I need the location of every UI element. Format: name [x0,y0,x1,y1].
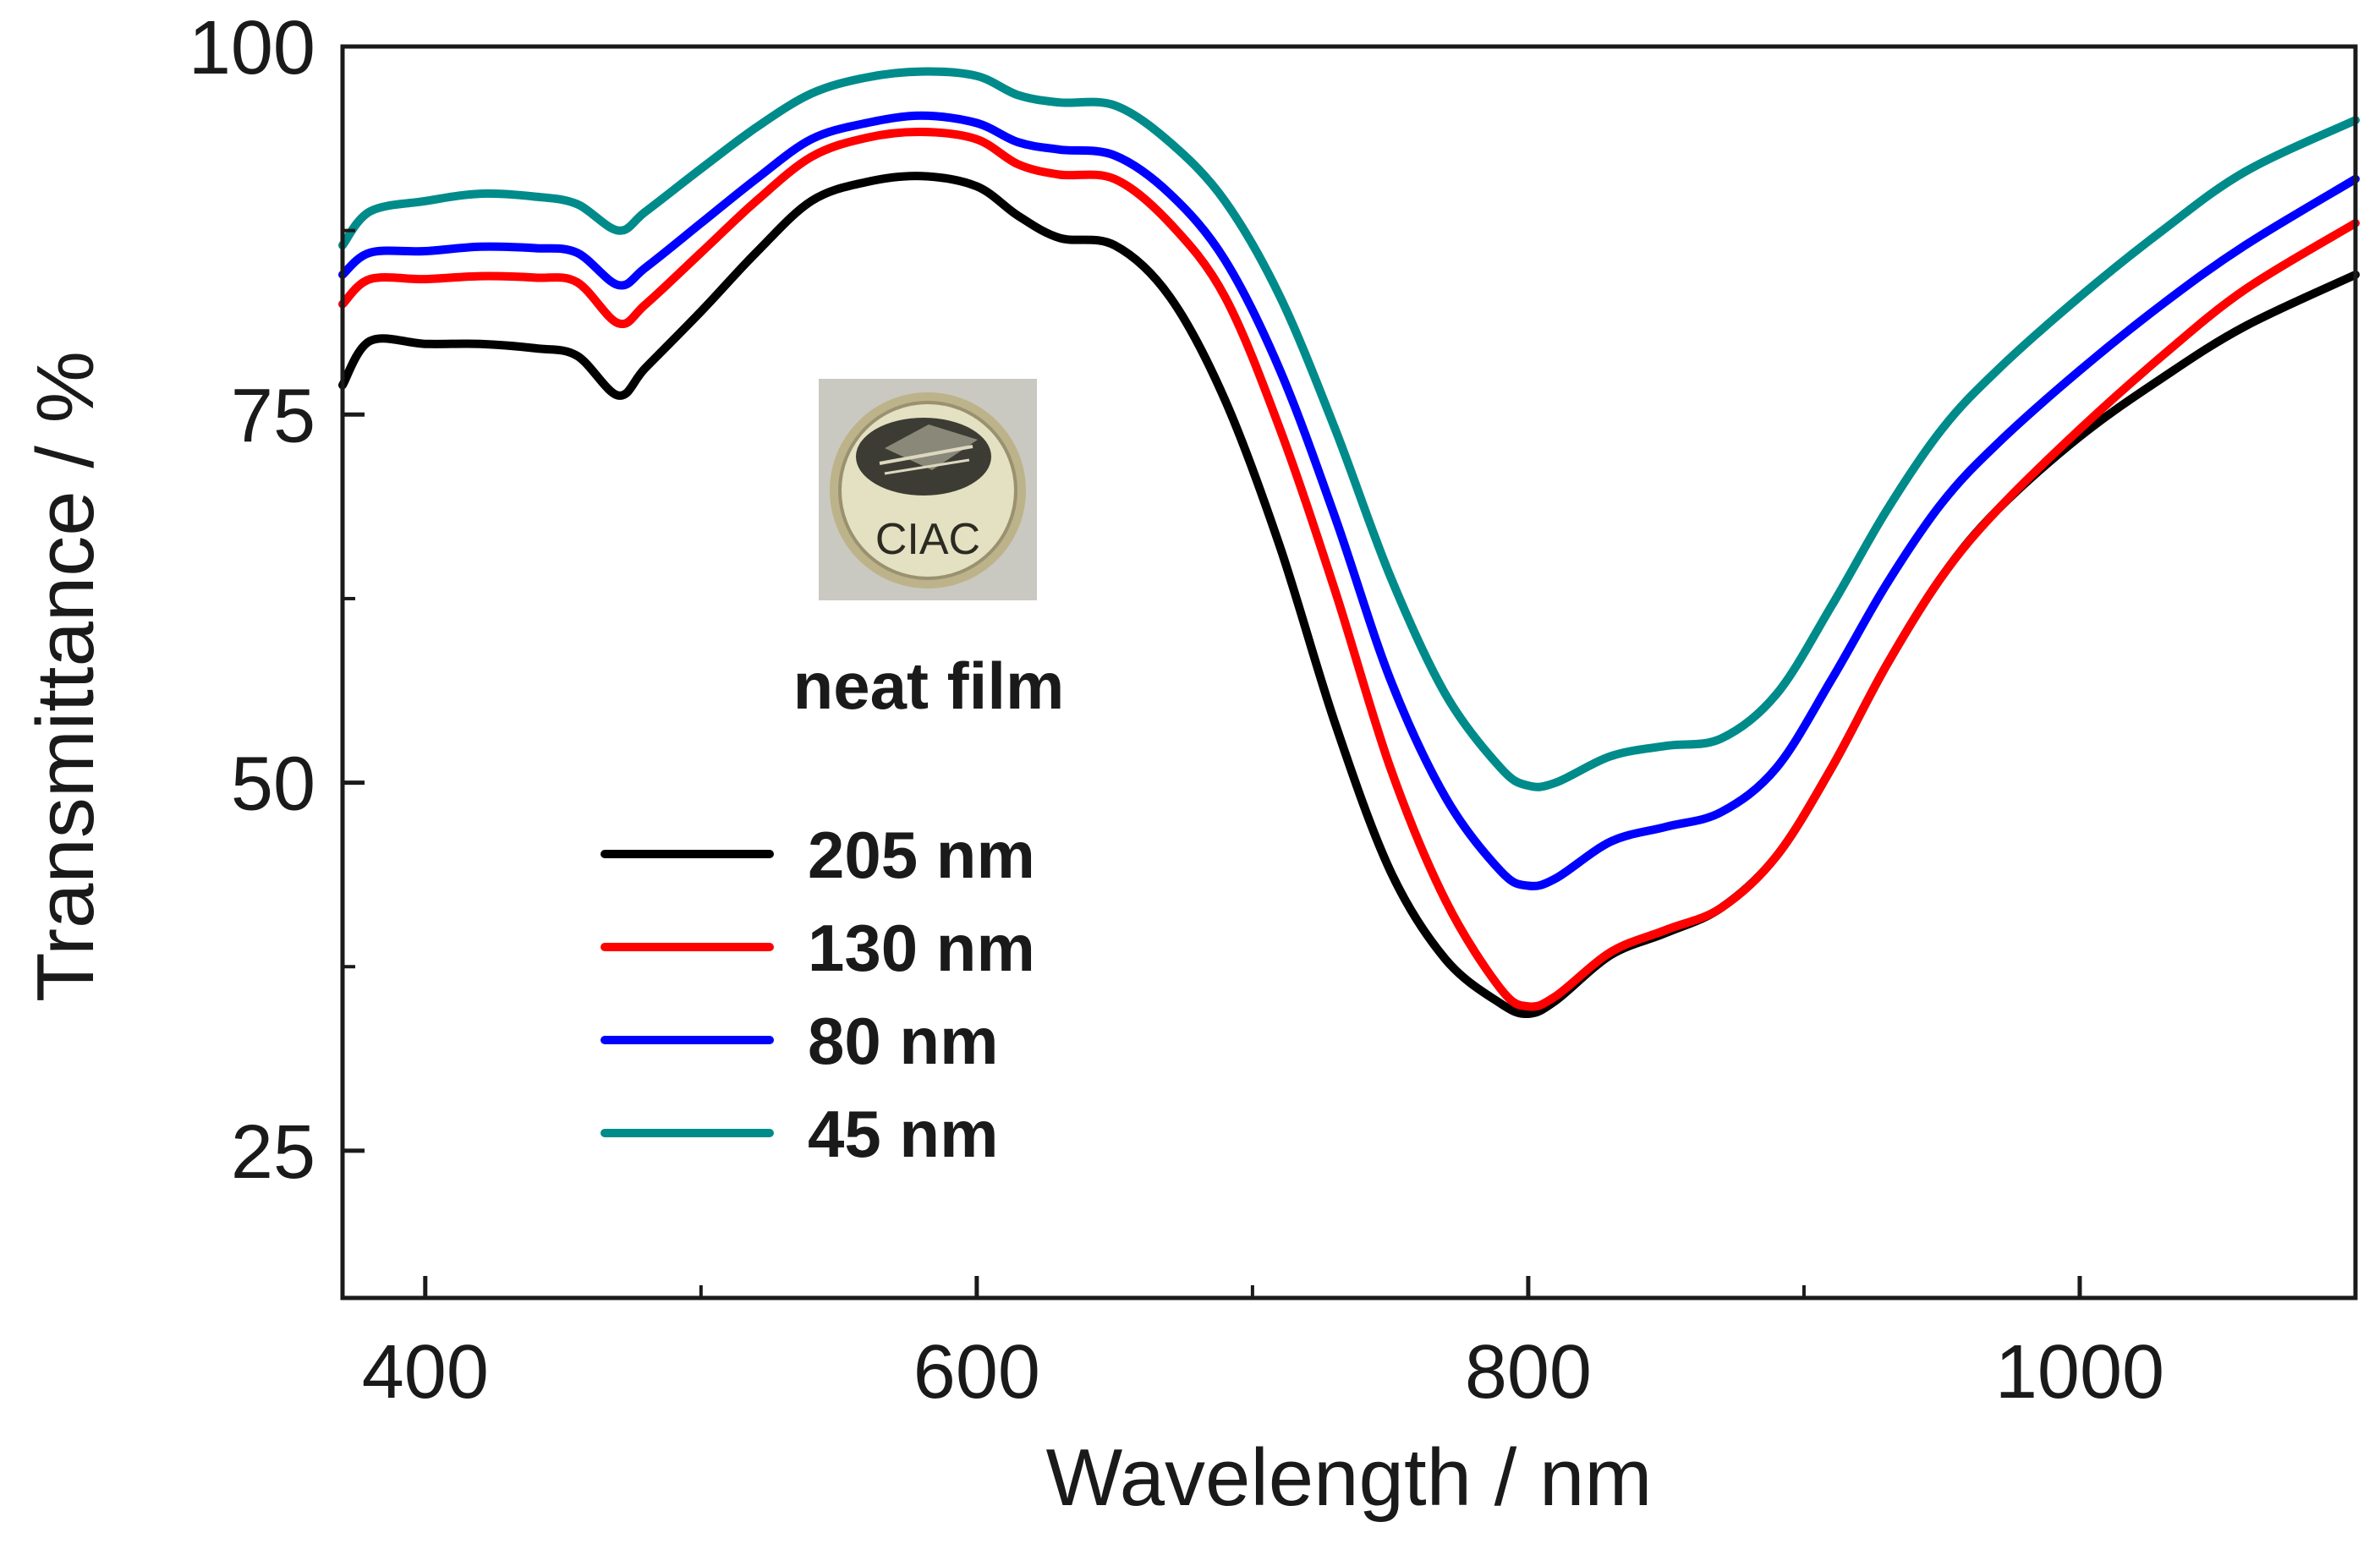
coin-emblem-icon [856,418,991,496]
legend-label-3: 45 nm [808,1097,998,1171]
x-tick-label-2: 800 [1465,1330,1592,1415]
y-tick-label-0: 25 [231,1110,315,1195]
series-line-3 [338,67,2360,791]
x-tick-label-3: 1000 [1995,1330,2164,1415]
series-line-1 [338,127,2360,1011]
y-tick-label-3: 100 [189,6,315,90]
legend-label-1: 130 nm [808,911,1035,985]
axes-frame [340,44,2358,1300]
y-axis-ticks: 25 50 75 100 [189,6,365,1195]
x-axis-ticks: 400 600 800 1000 [362,1276,2164,1415]
legend: 205 nm 130 nm 80 nm 45 nm [600,818,1035,1171]
neat-film-label: neat film [793,649,1065,723]
legend-label-2: 80 nm [808,1004,998,1078]
coin-logo-text: CIAC [875,515,980,564]
plot-series-group [338,67,2360,1019]
series-line-2 [338,111,2360,890]
y-tick-label-2: 75 [231,374,315,458]
y-axis-title: Transmittance / % [20,351,111,1002]
x-axis-title: Wavelength / nm [1046,1432,1653,1523]
x-tick-label-0: 400 [362,1330,489,1415]
inset-photo: CIAC [819,379,1037,600]
x-tick-label-1: 600 [913,1330,1040,1415]
legend-label-0: 205 nm [808,818,1035,892]
y-tick-label-1: 50 [231,742,315,827]
